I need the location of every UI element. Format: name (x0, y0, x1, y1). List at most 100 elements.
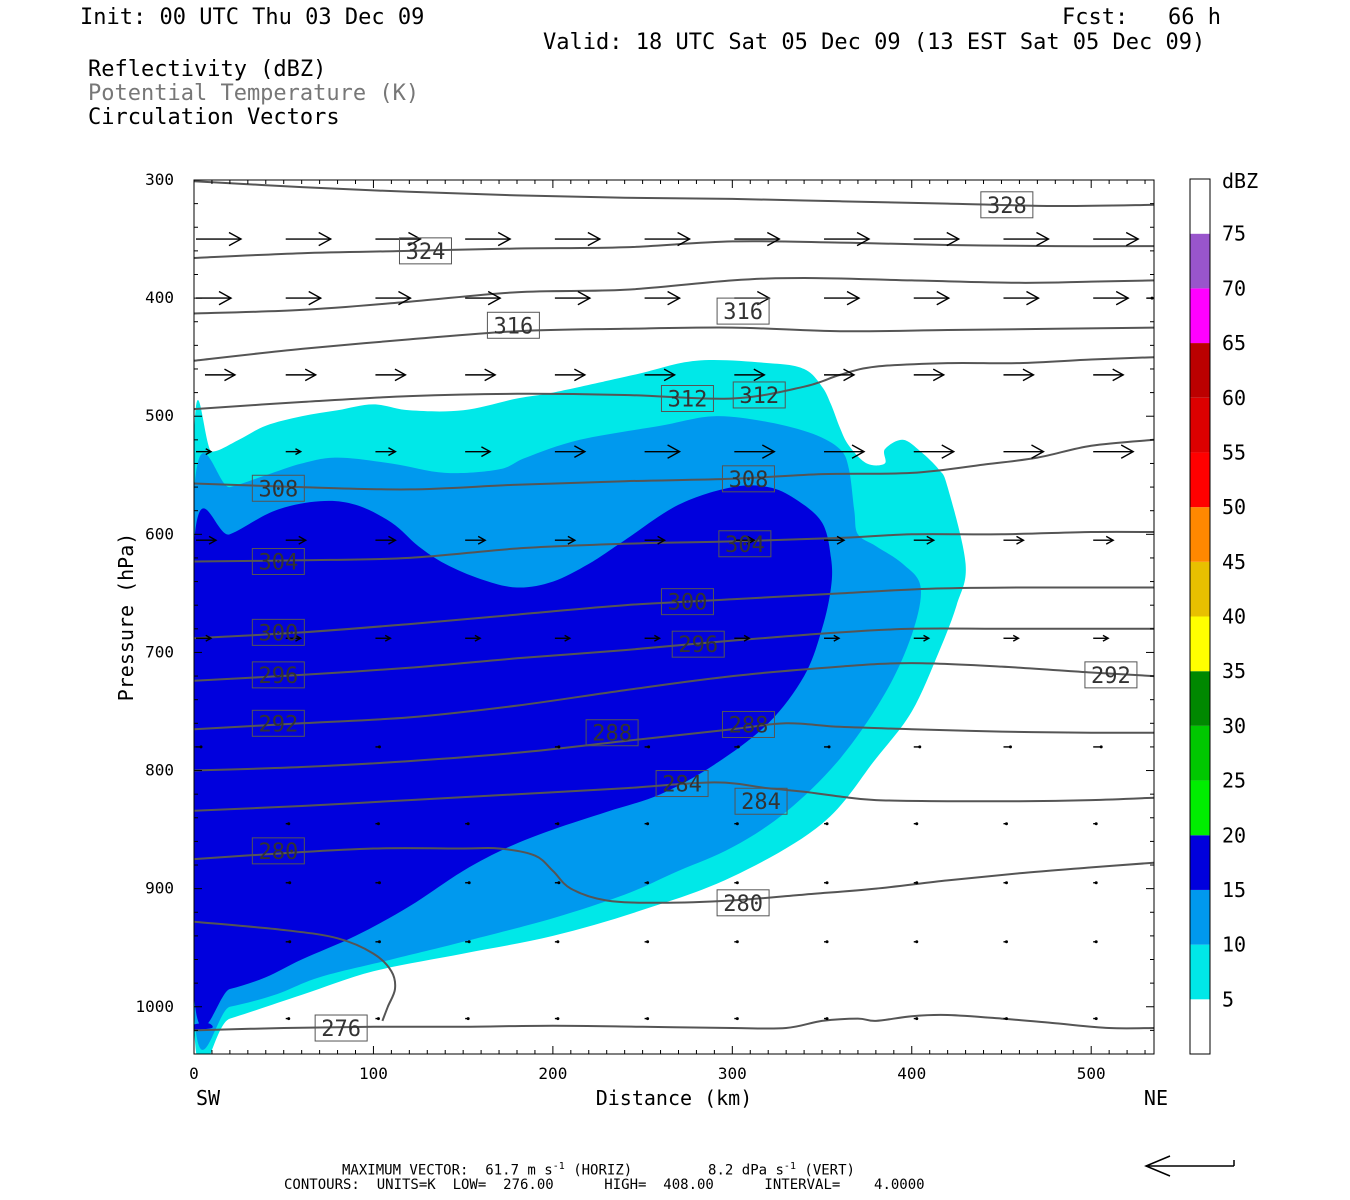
circulation-vector (465, 368, 497, 382)
contour-label: 300 (660, 588, 714, 616)
svg-text:312: 312 (668, 388, 708, 413)
circulation-vector (1093, 290, 1130, 306)
circulation-vector (465, 535, 487, 545)
colorbar-bin-20 (1190, 780, 1210, 836)
circulation-vector (285, 1017, 291, 1021)
colorbar-bin (1190, 999, 1210, 1054)
y-tick-label: 1000 (135, 997, 174, 1016)
reflectivity-fill-layer (194, 360, 966, 1054)
svg-text:316: 316 (723, 300, 763, 325)
circulation-vector (1093, 745, 1103, 749)
x-axis-label: Distance (km) (596, 1086, 753, 1110)
circulation-vector (465, 822, 470, 826)
circulation-vector (375, 634, 392, 642)
circulation-vector (644, 368, 677, 382)
colorbar-tick-label: 20 (1222, 823, 1246, 847)
theta-contour-328 (194, 180, 1154, 208)
circulation-vector (824, 822, 829, 826)
circulation-vector (734, 535, 756, 545)
x-tick-label: 500 (1077, 1064, 1106, 1083)
circulation-vector (196, 231, 243, 247)
circulation-vector (644, 822, 650, 826)
circulation-vector (375, 290, 412, 306)
colorbar-unit-label: dBZ (1222, 169, 1258, 193)
circulation-vector (375, 881, 381, 885)
y-tick-label: 300 (145, 170, 174, 189)
colorbar-tick-label: 55 (1222, 440, 1246, 464)
svg-text:296: 296 (678, 633, 718, 658)
reflectivity-region-15dbz (194, 485, 833, 1028)
circulation-vector (1093, 634, 1110, 642)
circulation-vector (913, 290, 951, 306)
circulation-vector (1093, 822, 1098, 826)
svg-text:304: 304 (725, 533, 765, 558)
circulation-vector (644, 535, 667, 545)
contour-label: 328 (980, 191, 1034, 219)
contour-label: 288 (585, 719, 639, 747)
contour-label: 280 (251, 837, 305, 865)
circulation-vector (824, 231, 871, 247)
circulation-vector (285, 231, 333, 247)
contour-label: 308 (721, 465, 775, 493)
circulation-vector (554, 368, 587, 382)
circulation-vector (554, 881, 561, 885)
circulation-vector (204, 368, 237, 382)
circulation-vector (734, 881, 739, 885)
svg-text:304: 304 (258, 550, 298, 575)
colorbar-bin-50 (1190, 452, 1210, 508)
y-axis-label: Pressure (hPa) (114, 533, 138, 702)
circulation-vector (734, 231, 781, 247)
circulation-vector (465, 446, 492, 458)
contour-label: 288 (721, 710, 775, 738)
y-tick-label: 400 (145, 288, 174, 307)
contour-label: 300 (251, 618, 305, 646)
x-tick-label: 200 (538, 1064, 567, 1083)
field-circulation-vectors: Circulation Vectors (88, 105, 340, 130)
x-end-label-ne: NE (1144, 1086, 1168, 1110)
contour-label: 284 (734, 787, 788, 815)
theta-contour-300 (194, 586, 1154, 640)
circulation-vector (375, 231, 422, 247)
colorbar-bin-30 (1190, 671, 1210, 726)
reflectivity-region-20dbz (194, 1023, 213, 1030)
circulation-vector (913, 822, 919, 826)
contour-label: 312 (660, 385, 714, 413)
circulation-vector (913, 535, 936, 545)
circulation-vector (554, 822, 560, 826)
colorbar-bin-65 (1190, 288, 1210, 344)
circulation-vector (465, 881, 471, 885)
contour-label: 296 (671, 630, 725, 658)
circulation-vector (824, 745, 831, 749)
circulation-vector (824, 444, 866, 459)
circulation-vector (554, 290, 592, 306)
colorbar-bin-15 (1190, 835, 1210, 890)
circulation-vector (1003, 535, 1025, 545)
circulation-vector (644, 634, 662, 642)
circulation-vector (1093, 444, 1135, 459)
circulation-vector (644, 745, 651, 749)
circulation-vector (196, 535, 218, 545)
colorbar-tick-label: 45 (1222, 550, 1246, 574)
x-tick-label: 100 (359, 1064, 388, 1083)
forecast-hour: Fcst: 66 h (1062, 5, 1221, 30)
circulation-vector (554, 745, 561, 749)
colorbar-tick-label: 65 (1222, 331, 1246, 355)
theta-contour-280 (194, 846, 1154, 904)
circulation-vector (285, 634, 303, 642)
contour-label: 312 (732, 381, 786, 409)
colorbar-tick-label: 25 (1222, 769, 1246, 793)
circulation-vector (913, 368, 946, 382)
colorbar-bin-5 (1190, 944, 1210, 1000)
svg-text:284: 284 (662, 773, 702, 798)
circulation-vector (913, 1017, 919, 1021)
circulation-vector (1093, 368, 1125, 382)
colorbar-tick-label: 35 (1222, 659, 1246, 683)
svg-text:328: 328 (987, 194, 1027, 219)
circulation-vector (465, 634, 482, 642)
circulation-vector (644, 231, 692, 247)
circulation-vector (554, 940, 560, 944)
circulation-vector (1003, 368, 1035, 382)
circulation-vector (913, 444, 956, 459)
circulation-vector (644, 1017, 650, 1021)
theta-contour-280 (194, 920, 397, 1022)
